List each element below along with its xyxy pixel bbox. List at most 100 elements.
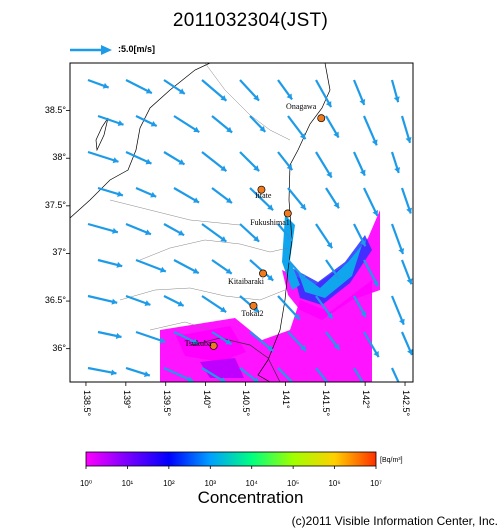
- wind-arrowhead: [259, 126, 266, 132]
- wind-arrowhead: [145, 229, 151, 236]
- wind-arrowhead: [187, 376, 194, 382]
- wind-arrowhead: [150, 120, 157, 127]
- wind-arrowhead: [117, 191, 123, 197]
- wind-arrowhead: [371, 139, 378, 146]
- wind-arrowhead: [220, 236, 227, 242]
- wind-arrowhead: [406, 207, 413, 214]
- lat-tick-label: 37.5°: [44, 199, 66, 210]
- wind-arrowhead: [192, 267, 199, 274]
- lat-tick-label: 36.5°: [44, 295, 66, 306]
- wind-arrow: [249, 187, 274, 211]
- site-label: Onagawa: [286, 102, 317, 112]
- lon-tick-label: 139.5°: [161, 390, 172, 417]
- wind-arrowhead: [143, 371, 150, 377]
- wind-arrowhead: [359, 99, 366, 105]
- wind-arrowhead: [286, 93, 293, 100]
- lat-tick-label: 37°: [52, 247, 66, 258]
- wind-arrowhead: [326, 312, 333, 319]
- wind-arrowhead: [225, 268, 232, 274]
- wind-arrow: [135, 258, 167, 273]
- site-marker: [283, 209, 292, 218]
- wind-arrowhead: [333, 202, 339, 209]
- colorbar-gradient: [85, 451, 377, 467]
- lon-tick-label: 138.5°: [81, 390, 92, 417]
- wind-arrowhead: [253, 165, 260, 172]
- wind-arrowhead: [398, 248, 405, 255]
- wind-arrowhead: [326, 242, 333, 249]
- wind-arrowhead: [286, 164, 293, 171]
- wind-arrow: [277, 367, 294, 382]
- wind-arrowhead: [178, 159, 185, 165]
- colorbar-tick-label: 10²: [163, 479, 175, 488]
- wind-arrowhead: [225, 197, 232, 204]
- wind-arrowhead: [226, 126, 233, 133]
- wind-arrowhead: [111, 298, 118, 305]
- wind-arrowhead: [333, 343, 340, 350]
- lon-tick-label: 141°: [281, 390, 292, 409]
- wind-arrowhead: [252, 377, 259, 382]
- wind-arrowhead: [372, 209, 379, 216]
- wind-arrow: [87, 150, 119, 163]
- wind-arrowhead: [102, 82, 109, 89]
- scale-arrow: [70, 45, 112, 55]
- wind-arrowhead: [327, 383, 333, 389]
- colorbar-tick-label: 10⁰: [79, 479, 93, 488]
- site-marker: [209, 341, 218, 350]
- scale-label: :5.0[m/s]: [118, 44, 156, 54]
- wind-arrowhead: [112, 227, 118, 234]
- wind-arrowhead: [393, 96, 400, 103]
- wind-arrowhead: [267, 274, 274, 281]
- wind-arrowhead: [117, 120, 124, 127]
- wind-arrowhead: [333, 272, 340, 279]
- site-label: Tsukuba: [184, 338, 212, 348]
- wind-vector-field: [87, 78, 413, 390]
- wind-arrowhead: [144, 300, 151, 307]
- colorbar-tick-label: 10¹: [121, 479, 134, 488]
- wind-arrowhead: [150, 191, 157, 198]
- wind-arrowhead: [406, 278, 413, 285]
- wind-arrowhead: [193, 126, 200, 133]
- wind-arrow: [353, 367, 364, 382]
- wind-arrowhead: [193, 197, 200, 203]
- site-marker: [317, 114, 326, 123]
- colorbar-tick-label: 10⁷: [370, 479, 382, 488]
- wind-arrowhead: [300, 344, 307, 351]
- wind-arrowhead: [110, 369, 117, 376]
- site-label: Kitaibaraki: [228, 277, 265, 287]
- colorbar-title: Concentration: [197, 488, 304, 507]
- wind-arrowhead: [333, 131, 339, 138]
- wind-arrowhead: [359, 169, 366, 176]
- map-frame: [69, 62, 414, 383]
- colorbar-tick-label: 10⁶: [328, 479, 341, 488]
- axis-ticks: [66, 110, 406, 386]
- wind-arrowhead: [253, 94, 259, 101]
- site-marker: [259, 269, 267, 278]
- wind-arrowhead: [394, 167, 401, 173]
- site-label: Iitate: [255, 190, 272, 200]
- wind-arrow: [390, 295, 405, 326]
- wind-arrow: [87, 222, 119, 234]
- wind-arrowhead: [267, 204, 274, 211]
- wind-arrowhead: [299, 133, 306, 140]
- wind-arrowhead: [253, 306, 260, 313]
- wind-arrowhead: [373, 351, 379, 358]
- wind-arrow: [315, 79, 333, 108]
- wind-arrowhead: [300, 274, 306, 281]
- wind-arrowhead: [398, 318, 405, 325]
- wind-arrowhead: [294, 384, 300, 390]
- wind-arrow: [135, 330, 166, 344]
- lat-tick-label: 38°: [52, 152, 66, 163]
- colorbar-tick-label: 10⁴: [245, 479, 258, 488]
- wind-arrowhead: [405, 137, 412, 143]
- site-markers: [209, 114, 326, 350]
- site-marker: [249, 301, 258, 310]
- wind-arrowhead: [115, 332, 122, 339]
- wind-arrow: [201, 151, 228, 173]
- wind-arrowhead: [159, 266, 166, 273]
- wind-arrowhead: [220, 95, 227, 101]
- wind-arrowhead: [112, 157, 119, 164]
- wind-arrowhead: [253, 235, 260, 242]
- site-marker: [257, 185, 266, 194]
- wind-arrowhead: [177, 300, 184, 307]
- wind-arrowhead: [325, 101, 332, 108]
